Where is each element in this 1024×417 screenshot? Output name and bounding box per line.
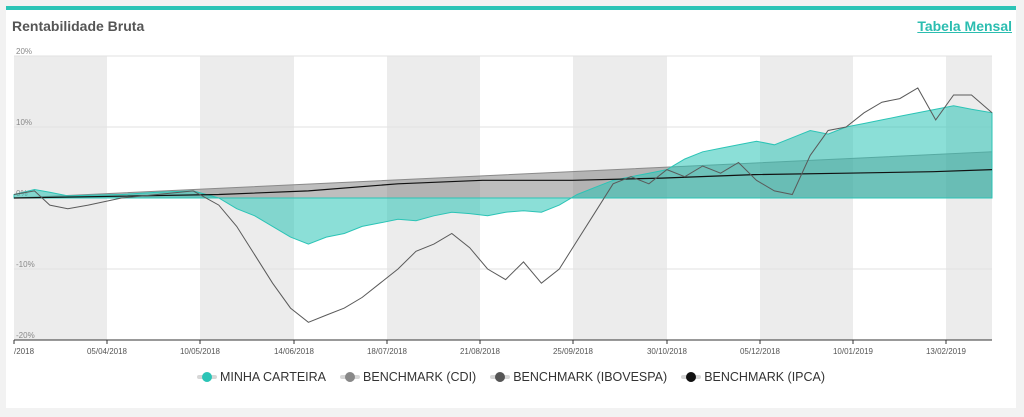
legend-item-cdi[interactable]: BENCHMARK (CDI) [340, 370, 476, 384]
x-tick-label: 21/08/2018 [460, 347, 501, 356]
x-tick-label: 30/10/2018 [647, 347, 688, 356]
legend-label: BENCHMARK (CDI) [363, 370, 477, 384]
series-line-ipca [13, 169, 993, 199]
chart-card: Rentabilidade Bruta Tabela Mensal 20% 10%… [6, 6, 1016, 408]
legend-label: MINHA CARTEIRA [219, 370, 327, 384]
legend-marker-icon [490, 372, 511, 382]
legend-label: BENCHMARK (IBOVESPA) [513, 370, 668, 384]
x-tick-label: /2018 [14, 347, 35, 356]
monthly-table-link[interactable]: Tabela Mensal [917, 18, 1012, 34]
x-tick-label: 25/09/2018 [553, 347, 594, 356]
x-tick-label: 05/12/2018 [740, 347, 781, 356]
x-tick-label: 13/02/2019 [926, 347, 967, 356]
x-tick-label: 05/04/2018 [87, 347, 128, 356]
chart-legend: MINHA CARTEIRA BENCHMARK (CDI) BENCHMARK… [6, 370, 1016, 384]
legend-marker-icon [196, 372, 217, 382]
x-tick-label: 10/01/2019 [833, 347, 874, 356]
legend-item-ibovespa[interactable]: BENCHMARK (IBOVESPA) [490, 370, 667, 384]
y-tick-label: -10% [16, 260, 35, 269]
x-tick-label: 10/05/2018 [180, 347, 221, 356]
series-line-ibovespa [13, 87, 993, 323]
series-area-minha-carteira [13, 105, 993, 245]
chart-title: Rentabilidade Bruta [12, 18, 145, 34]
legend-marker-icon [340, 372, 361, 382]
legend-item-ipca[interactable]: BENCHMARK (IPCA) [681, 370, 825, 384]
legend-label: BENCHMARK (IPCA) [704, 370, 826, 384]
performance-chart: 20%10%0%-10%-20% /201805/04/201810/05/20… [13, 47, 993, 356]
x-tick-label: 18/07/2018 [367, 347, 408, 356]
y-tick-label: 20% [16, 47, 32, 56]
legend-marker-icon [681, 372, 702, 382]
x-tick-label: 14/06/2018 [274, 347, 315, 356]
y-tick-label: -20% [16, 331, 35, 340]
legend-item-minha-carteira[interactable]: MINHA CARTEIRA [196, 370, 327, 384]
y-tick-label: 10% [16, 118, 32, 127]
